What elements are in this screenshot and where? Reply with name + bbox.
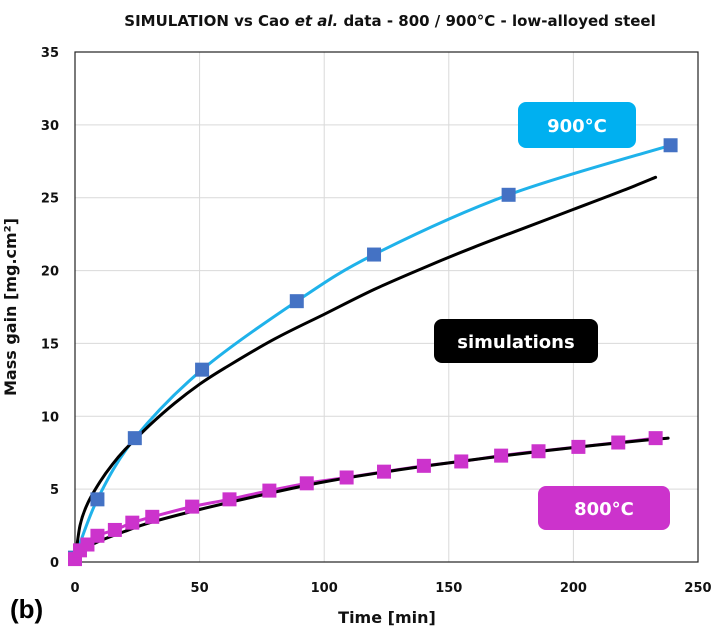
y-tick-label: 5 xyxy=(50,483,59,498)
900-c-data-point xyxy=(289,294,304,309)
callout-900c: 900°C xyxy=(518,102,636,148)
series-group xyxy=(68,138,678,567)
callout-simulations-box xyxy=(434,319,598,363)
800-c-data-point xyxy=(107,522,122,537)
800-c-data-point xyxy=(262,483,277,498)
800-c-data-point xyxy=(648,431,663,446)
callout-simulations-label: simulations xyxy=(457,332,574,353)
x-tick-label: 200 xyxy=(560,581,587,596)
callout-simulations: simulations xyxy=(434,319,598,363)
panel-label: (b) xyxy=(10,594,43,624)
x-tick-label: 100 xyxy=(311,581,338,596)
y-tick-label: 35 xyxy=(41,46,59,61)
chart-title-prefix: SIMULATION vs Cao xyxy=(124,12,294,30)
chart-title-emphasis: et al. xyxy=(295,12,339,30)
callout-900c-label: 900°C xyxy=(547,116,607,137)
800-c-data-point xyxy=(125,515,140,530)
900-c-data-point xyxy=(367,247,382,262)
y-tick-label: 30 xyxy=(41,119,59,134)
x-tick-label: 150 xyxy=(435,581,462,596)
800-c-data-point xyxy=(531,444,546,459)
800-c-data-point xyxy=(416,458,431,473)
callout-800c-box xyxy=(538,486,670,530)
y-tick-label: 25 xyxy=(41,192,59,207)
callout-900c-box xyxy=(518,102,636,148)
800-c-data-point xyxy=(145,509,160,524)
800-c-data-point xyxy=(222,492,237,507)
800-c-data-point xyxy=(377,464,392,479)
tick-labels: 0 50 100 150 200 250 0 5 10 15 20 25 30 35 xyxy=(41,46,712,596)
plot-area-frame xyxy=(74,51,699,563)
800-c-data-point xyxy=(454,454,469,469)
900-c-data-point xyxy=(195,362,210,377)
y-axis-label: Mass gain [mg.cm²] xyxy=(1,218,20,396)
800-c-data-point xyxy=(494,448,509,463)
y-tick-label: 20 xyxy=(41,265,59,280)
800-c-data-point xyxy=(185,499,200,514)
y-tick-label: 0 xyxy=(50,556,59,571)
callout-800c-label: 800°C xyxy=(574,499,634,520)
800-c-data-point xyxy=(571,439,586,454)
y-tick-label: 15 xyxy=(41,337,59,352)
800-c-data-point xyxy=(611,435,626,450)
x-tick-label: 50 xyxy=(191,581,209,596)
x-tick-label: 0 xyxy=(70,581,79,596)
800-c-data-point xyxy=(339,470,354,485)
chart-title-suffix: data - 800 / 900°C - low-alloyed steel xyxy=(338,12,656,30)
800-c-data-point xyxy=(90,528,105,543)
simulation-900-c-line xyxy=(73,175,658,564)
x-axis-label: Time [min] xyxy=(338,608,436,627)
900-c-data-point xyxy=(663,138,678,153)
900-c-data-point xyxy=(501,187,516,202)
900-c-data-point xyxy=(90,492,105,507)
800-c-data-point xyxy=(299,476,314,491)
callout-800c: 800°C xyxy=(538,486,670,530)
x-tick-label: 250 xyxy=(684,581,711,596)
y-tick-label: 10 xyxy=(41,410,59,425)
900-c-data-point xyxy=(127,431,142,446)
chart-title: SIMULATION vs Cao et al. data - 800 / 90… xyxy=(124,12,655,30)
